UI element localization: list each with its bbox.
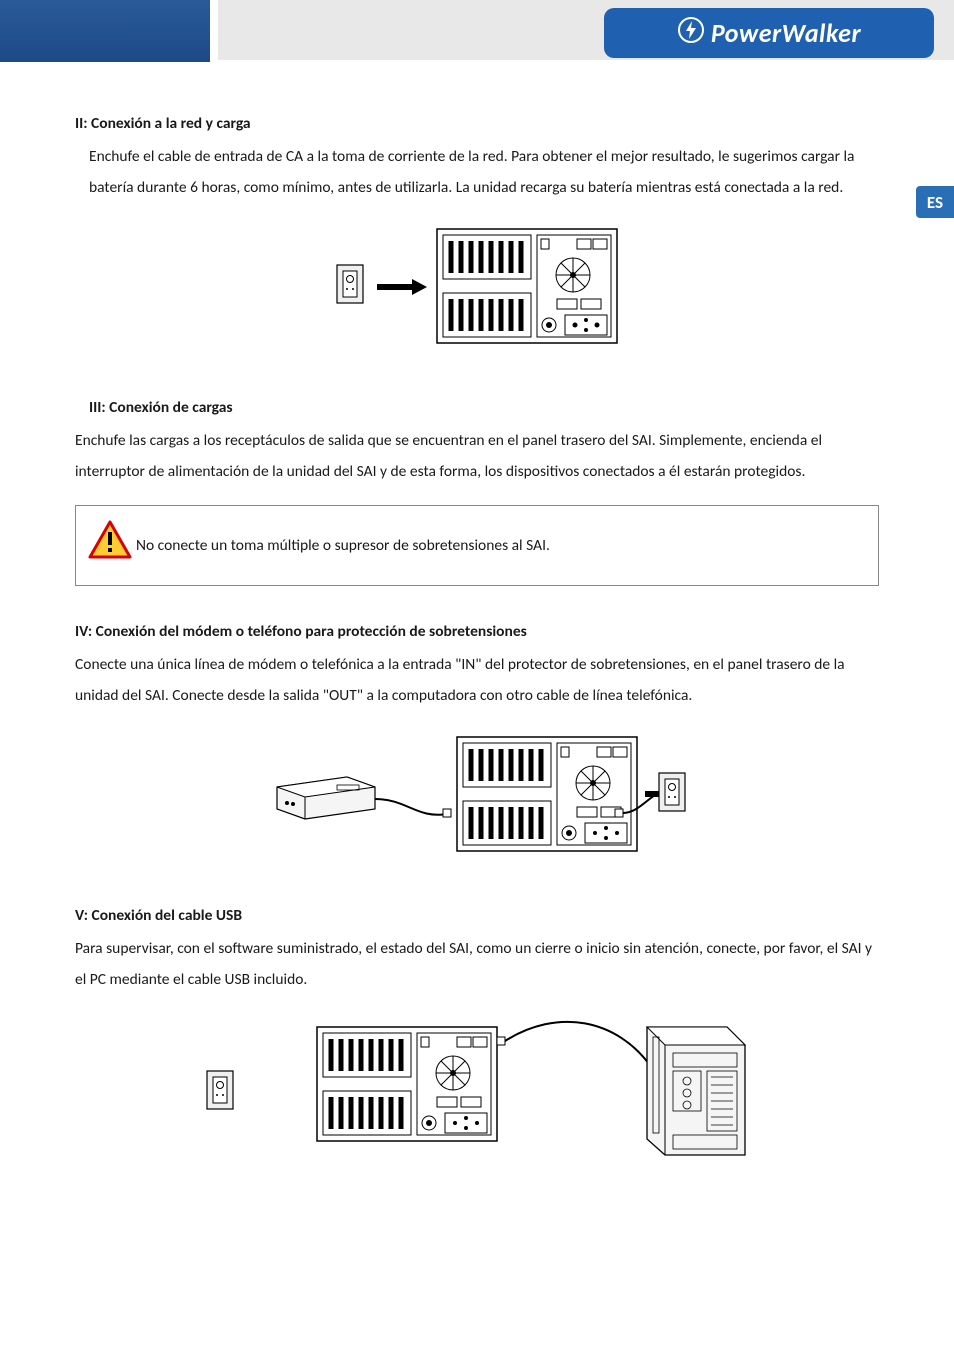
section-4-heading: IV: Conexión del módem o teléfono para p… bbox=[75, 616, 879, 647]
section-4-body: Conecte una única línea de módem o telef… bbox=[75, 649, 879, 711]
section-5-heading: V: Conexión del cable USB bbox=[75, 900, 879, 931]
warning-icon bbox=[88, 520, 132, 571]
language-tab: ES bbox=[916, 186, 954, 218]
header-gap bbox=[210, 0, 218, 62]
figure-modem-connection bbox=[75, 729, 879, 870]
brand-logo: PowerWalker bbox=[604, 8, 934, 58]
figure-ac-connection bbox=[75, 221, 879, 362]
page-content: II: Conexión a la red y carga Enchufe el… bbox=[0, 68, 954, 1224]
section-2-body: Enchufe el cable de entrada de CA a la t… bbox=[89, 141, 879, 203]
bolt-icon bbox=[677, 16, 705, 51]
warning-box: No conecte un toma múltiple o supresor d… bbox=[75, 505, 879, 586]
section-3-body: Enchufe las cargas a los receptáculos de… bbox=[75, 425, 879, 487]
section-2-heading: II: Conexión a la red y carga bbox=[75, 108, 879, 139]
warning-text: No conecte un toma múltiple o supresor d… bbox=[136, 530, 550, 561]
page-header: PowerWalker bbox=[0, 0, 954, 68]
header-blue-strip bbox=[0, 0, 210, 62]
section-3-heading: III: Conexión de cargas bbox=[89, 392, 879, 423]
section-5-body: Para supervisar, con el software suminis… bbox=[75, 933, 879, 995]
figure-usb-connection bbox=[75, 1013, 879, 1174]
brand-logo-text: PowerWalker bbox=[711, 17, 861, 49]
language-label: ES bbox=[927, 192, 943, 213]
